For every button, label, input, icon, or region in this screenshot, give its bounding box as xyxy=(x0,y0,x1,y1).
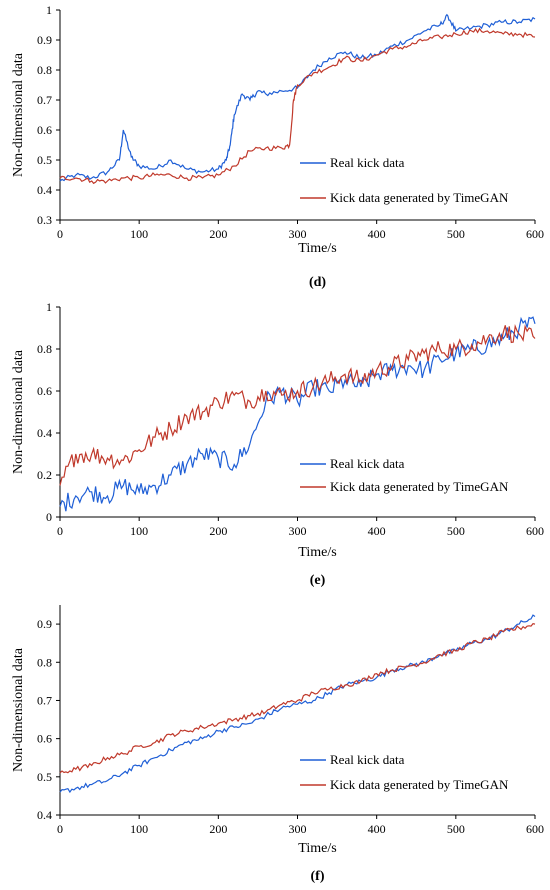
y-axis-title: Non-dimensional data xyxy=(11,647,26,772)
x-tick-label: 100 xyxy=(130,524,148,538)
series-line-real xyxy=(59,316,536,512)
x-tick-label: 200 xyxy=(209,822,227,836)
chart-panel-0: 0 100 200 300 400 500 600 0.3 0.4 0.5 0.6 0.7 0.8 0.9… xyxy=(11,3,544,290)
y-tick-label: 0.5 xyxy=(37,770,52,784)
x-tick-label: 500 xyxy=(447,822,465,836)
x-tick-label: 500 xyxy=(447,227,465,241)
x-tick-label: 600 xyxy=(526,227,544,241)
x-axis-title: Time/s xyxy=(298,545,336,560)
series-line-timegan xyxy=(59,623,536,774)
y-tick-label: 1 xyxy=(46,3,52,17)
y-tick-label: 0.8 xyxy=(37,63,52,77)
y-tick-label: 0.6 xyxy=(37,384,52,398)
series-line-timegan xyxy=(59,27,536,185)
series-line-real xyxy=(59,614,536,794)
y-tick-label: 1 xyxy=(46,300,52,314)
y-tick-label: 0.9 xyxy=(37,617,52,631)
x-tick-label: 400 xyxy=(368,524,386,538)
y-tick-label: 0.4 xyxy=(37,808,52,822)
x-tick-label: 600 xyxy=(526,524,544,538)
panel-label: (d) xyxy=(309,275,326,290)
legend-label: Real kick data xyxy=(330,456,405,471)
y-tick-label: 0.7 xyxy=(37,93,52,107)
y-axis-title: Non-dimensional data xyxy=(11,349,26,474)
y-tick-label: 0.7 xyxy=(37,693,52,707)
x-axis-title: Time/s xyxy=(298,841,336,856)
chart-panel-1: 0 100 200 300 400 500 600 0 0.2 0.4 0.6 0.8 1 Time/s N… xyxy=(11,300,544,588)
legend-label: Kick data generated by TimeGAN xyxy=(330,777,509,792)
y-tick-label: 0.5 xyxy=(37,153,52,167)
legend-label: Kick data generated by TimeGAN xyxy=(330,479,509,494)
x-tick-label: 500 xyxy=(447,524,465,538)
x-tick-label: 200 xyxy=(209,227,227,241)
x-tick-label: 100 xyxy=(130,227,148,241)
y-tick-label: 0.9 xyxy=(37,33,52,47)
y-tick-label: 0.4 xyxy=(37,183,52,197)
x-axis-title: Time/s xyxy=(298,241,336,256)
y-tick-label: 0.8 xyxy=(37,342,52,356)
x-tick-label: 0 xyxy=(57,227,63,241)
legend-label: Real kick data xyxy=(330,752,405,767)
x-tick-label: 200 xyxy=(209,524,227,538)
series-line-real xyxy=(59,13,536,182)
x-tick-label: 300 xyxy=(289,227,307,241)
legend-label: Real kick data xyxy=(330,155,405,170)
x-tick-label: 400 xyxy=(368,822,386,836)
x-tick-label: 300 xyxy=(289,524,307,538)
y-tick-label: 0.2 xyxy=(37,468,52,482)
x-tick-label: 600 xyxy=(526,822,544,836)
x-tick-label: 300 xyxy=(289,822,307,836)
x-tick-label: 100 xyxy=(130,822,148,836)
y-tick-label: 0.6 xyxy=(37,123,52,137)
x-tick-label: 0 xyxy=(57,822,63,836)
y-axis-title: Non-dimensional data xyxy=(11,52,26,177)
y-tick-label: 0.8 xyxy=(37,655,52,669)
panel-label: (e) xyxy=(310,573,326,588)
x-tick-label: 400 xyxy=(368,227,386,241)
y-tick-label: 0 xyxy=(46,510,52,524)
y-tick-label: 0.4 xyxy=(37,426,52,440)
legend-label: Kick data generated by TimeGAN xyxy=(330,190,509,205)
chart-panel-2: 0 100 200 300 400 500 600 0.4 0.5 0.6 0.7 0.8 0.9 Tim… xyxy=(11,605,544,884)
y-tick-label: 0.6 xyxy=(37,732,52,746)
y-tick-label: 0.3 xyxy=(37,213,52,227)
panel-label: (f) xyxy=(311,869,325,884)
series-line-timegan xyxy=(59,323,536,486)
x-tick-label: 0 xyxy=(57,524,63,538)
